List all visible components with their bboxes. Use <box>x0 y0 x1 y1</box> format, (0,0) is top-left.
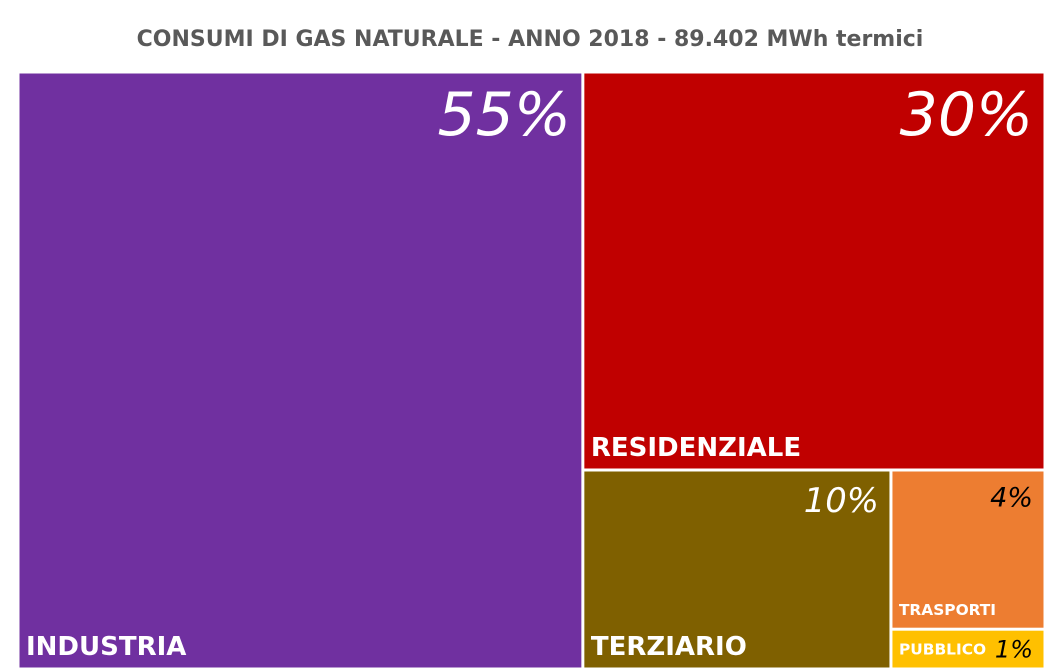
category-label: INDUSTRIA <box>26 632 186 662</box>
treemap-tile <box>892 471 1044 628</box>
value-label: 1% <box>995 636 1033 664</box>
category-label: RESIDENZIALE <box>591 433 801 463</box>
treemap-tile <box>892 630 1044 668</box>
value-label: 30% <box>900 80 1033 150</box>
value-label: 4% <box>990 483 1033 514</box>
category-label: PUBBLICO <box>899 640 986 658</box>
treemap-tile <box>584 73 1044 469</box>
treemap-tile <box>19 73 582 668</box>
chart-title: CONSUMI DI GAS NATURALE - ANNO 2018 - 89… <box>137 27 924 52</box>
category-label: TERZIARIO <box>591 632 747 662</box>
category-label: TRASPORTI <box>899 601 996 619</box>
treemap-tile <box>584 471 890 668</box>
value-label: 10% <box>804 481 879 520</box>
value-label: 55% <box>437 80 570 150</box>
